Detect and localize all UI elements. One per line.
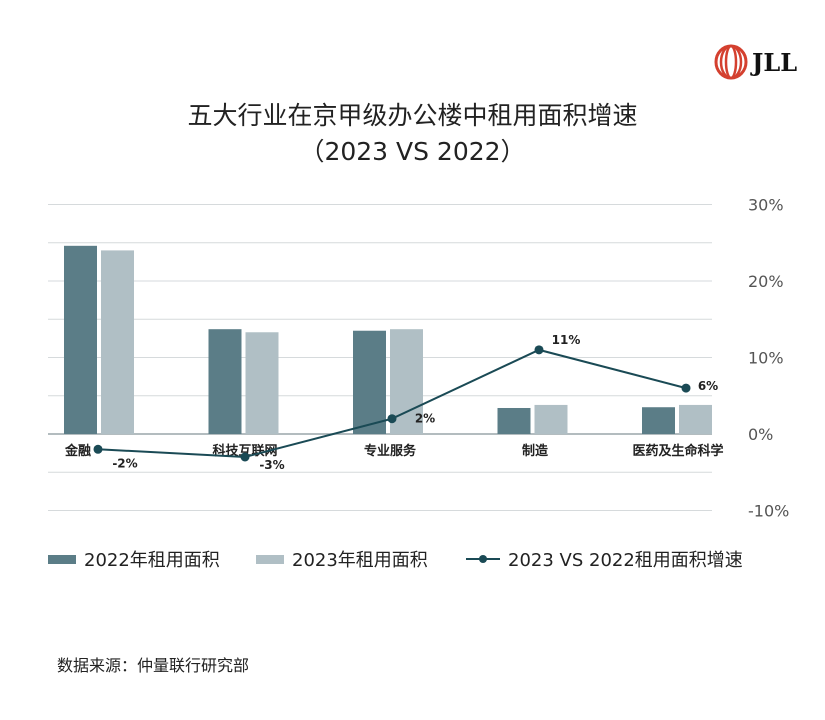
y-tick-label: 10% [748, 349, 784, 368]
growth-data-label: 11% [552, 333, 581, 347]
legend-item-2022: 2022年租用面积 [48, 546, 220, 572]
growth-data-label: 2% [415, 412, 435, 426]
y-tick-label: 30% [748, 196, 784, 215]
growth-point [534, 345, 544, 355]
y-tick-label: 0% [748, 425, 773, 444]
chart-title-line1: 五大行业在京甲级办公楼中租用面积增速 [187, 101, 638, 130]
category-label: 金融 [64, 443, 91, 459]
bar-2022 [353, 330, 386, 434]
legend-label-2022: 2022年租用面积 [84, 550, 220, 571]
category-label: 制造 [522, 443, 549, 459]
growth-point [93, 444, 103, 454]
legend-item-2023: 2023年租用面积 [256, 546, 428, 572]
legend-label-2023: 2023年租用面积 [292, 550, 428, 571]
chart-title-line2: （2023 VS 2022） [299, 137, 526, 166]
plot-area: 30% 20% 10% 0% -10% 金融 科技互联网 专业服务 制造 医药及生命科学 -2% -3… [48, 196, 789, 521]
category-label: 医药及生命科学 [632, 443, 723, 459]
bar-2022 [64, 245, 97, 434]
legend-item-growth: 2023 VS 2022租用面积增速 [466, 546, 743, 572]
jll-logo-icon [714, 44, 748, 80]
legend-line-marker [466, 555, 500, 563]
bar-2022 [208, 329, 242, 434]
bar-2023 [679, 404, 712, 434]
y-tick-label: -10% [748, 502, 789, 521]
legend-swatch-2023 [256, 554, 284, 564]
legend-label-growth: 2023 VS 2022租用面积增速 [508, 550, 743, 571]
legend-swatch-2022 [48, 554, 76, 564]
growth-point [387, 414, 397, 424]
bar-2023 [101, 250, 134, 434]
y-tick-label: 20% [748, 272, 784, 291]
category-label: 专业服务 [364, 443, 417, 459]
growth-point [681, 383, 691, 393]
logo-text: JLL [752, 47, 798, 77]
bar-2022 [642, 407, 675, 434]
growth-data-label: 6% [698, 379, 718, 393]
jll-logo: JLL [714, 44, 797, 80]
source-note: 数据来源：仲量联行研究部 [57, 656, 250, 675]
growth-data-label: -3% [259, 458, 284, 472]
category-label: 科技互联网 [212, 443, 277, 459]
bar-2022 [497, 407, 531, 434]
growth-data-label: -2% [112, 456, 137, 470]
growth-point [240, 452, 250, 462]
bar-2023 [245, 332, 279, 434]
bar-2023 [534, 404, 568, 434]
